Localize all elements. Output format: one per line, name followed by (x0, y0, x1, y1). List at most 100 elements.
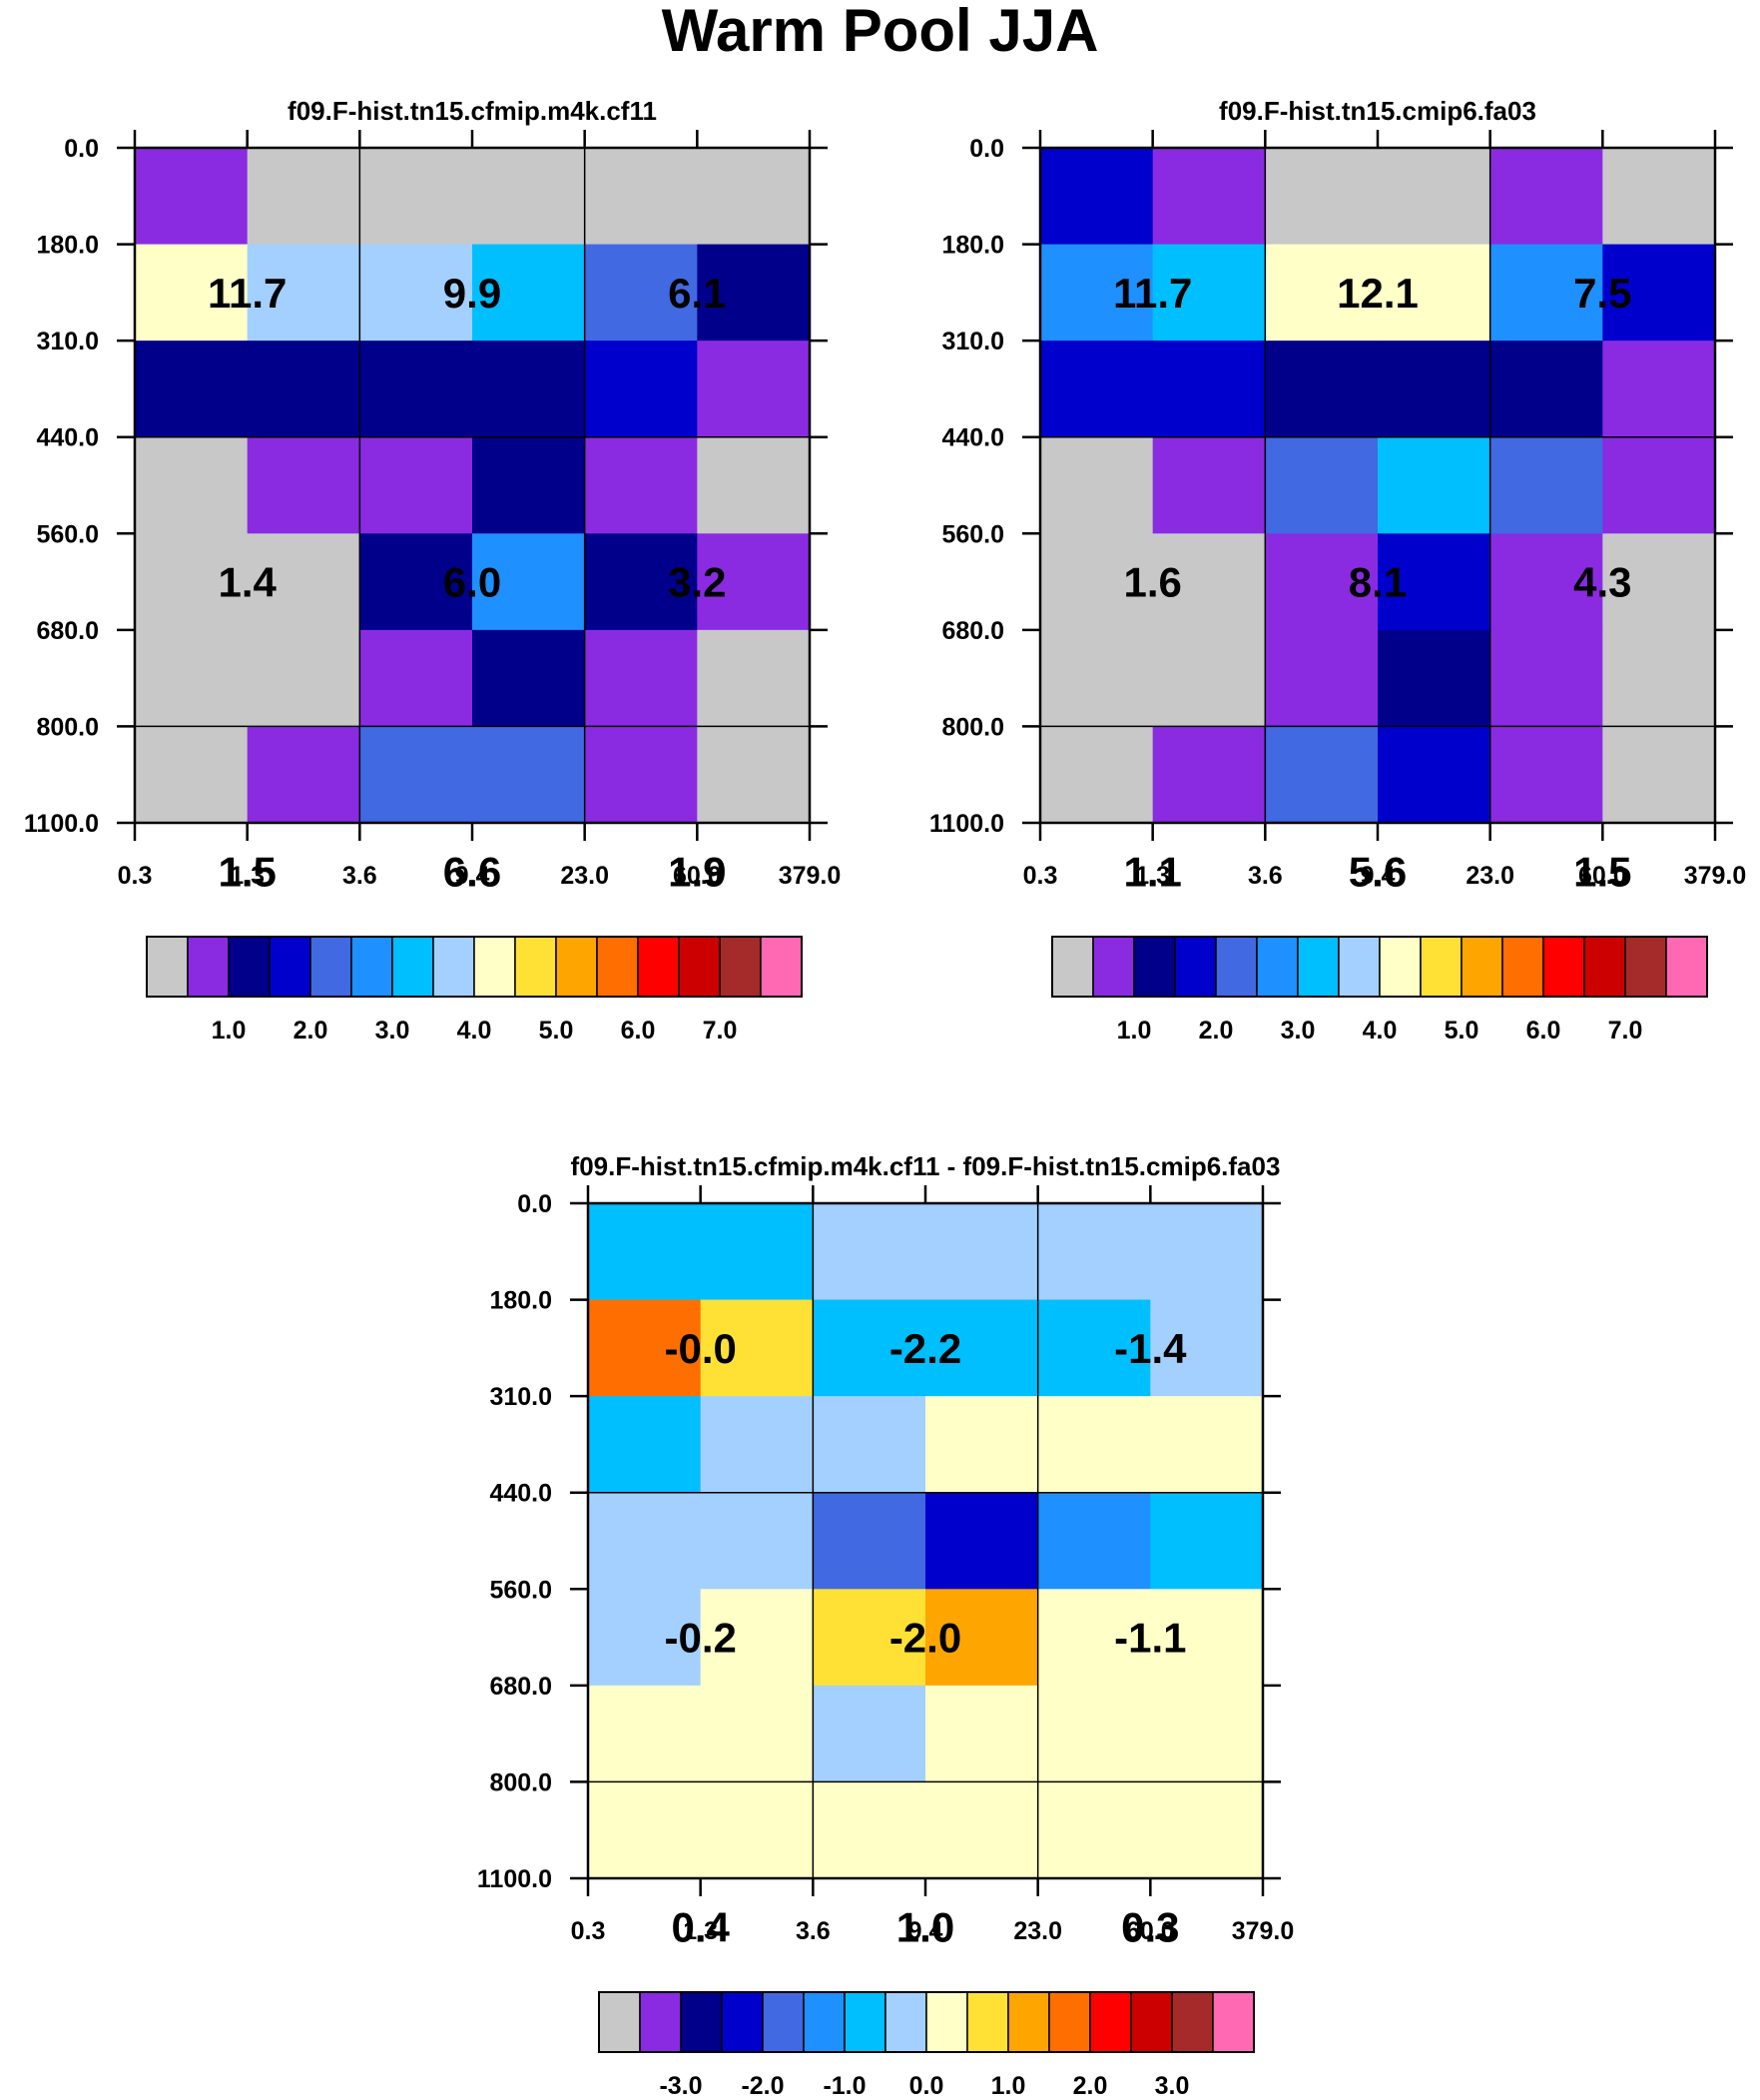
x-tick-label: 9.4 (455, 862, 490, 890)
heatmap-cell (588, 1203, 702, 1301)
heatmap-cell (700, 1589, 814, 1687)
heatmap-cell (135, 244, 249, 342)
heatmap-cell (1265, 244, 1379, 342)
heatmap-cell (1489, 629, 1603, 728)
heatmap-cell (135, 629, 249, 728)
data-label: 1.9 (668, 848, 726, 895)
heatmap-cell (925, 1203, 1039, 1301)
colorbar-box (187, 936, 230, 998)
heatmap-cell (697, 533, 811, 631)
colorbar-box (719, 936, 762, 998)
heatmap-cell (1378, 629, 1491, 728)
colorbar-frame (146, 936, 803, 998)
heatmap-cell (1037, 1492, 1151, 1590)
heatmap-cell (588, 1781, 702, 1879)
colorbar-box (1420, 936, 1463, 998)
colorbar-box (1297, 936, 1340, 998)
heatmap-cell (700, 1396, 814, 1494)
colorbar-box (1048, 1991, 1091, 2053)
heatmap-cell (588, 1299, 702, 1397)
colorbar-box (391, 936, 434, 998)
y-tick-label: 180.0 (489, 1287, 552, 1315)
colorbar-box (925, 1991, 968, 2053)
colorbar-box (760, 936, 803, 998)
colorbar-frame (1051, 936, 1708, 998)
heatmap-cell (247, 148, 360, 246)
colorbar-box (721, 1991, 764, 2053)
heatmap-cell (359, 726, 473, 824)
colorbar-label: 7.0 (703, 1017, 738, 1045)
heatmap-cell (1150, 1203, 1264, 1301)
colorbar-box (432, 936, 475, 998)
heatmap-cell (697, 341, 811, 438)
colorbar-box (1338, 936, 1381, 998)
x-tick-label: 0.3 (571, 1917, 606, 1945)
data-label: 8.1 (1349, 559, 1407, 606)
x-tick-label: 0.3 (1023, 862, 1058, 890)
data-label: 1.4 (218, 559, 277, 606)
x-tick-label: 60.0 (1578, 862, 1627, 890)
heatmap-cell (1602, 629, 1716, 728)
x-tick-label: 379.0 (1232, 1917, 1295, 1945)
heatmap-cell (1040, 148, 1154, 246)
y-tick-label: 1100.0 (477, 1865, 552, 1893)
heatmap-cell (584, 629, 698, 728)
heatmap-cell (925, 1492, 1039, 1590)
data-label: 9.9 (443, 270, 501, 317)
heatmap-cell (247, 341, 360, 438)
data-label: 3.2 (668, 559, 726, 606)
colorbar-box (228, 936, 271, 998)
colorbar-frame (598, 1991, 1255, 2053)
x-tick-label: 23.0 (1013, 1917, 1062, 1945)
colorbar-box (680, 1991, 723, 2053)
heatmap-cell (1037, 1685, 1151, 1783)
y-tick-label: 680.0 (36, 617, 99, 645)
colorbar-box (884, 1991, 927, 2053)
colorbar-box (1256, 936, 1299, 998)
heatmap-cell (1040, 726, 1154, 824)
heatmap-cell (1378, 244, 1491, 342)
heatmap-cell (359, 244, 473, 342)
heatmap-cell (1489, 726, 1603, 824)
y-tick-label: 800.0 (36, 713, 99, 741)
colorbar-label: -2.0 (741, 2072, 784, 2100)
y-tick-label: 310.0 (36, 328, 99, 355)
colorbar-box (1461, 936, 1503, 998)
heatmap-cell (1602, 436, 1716, 534)
x-tick-label: 3.6 (796, 1917, 831, 1945)
x-tick-label: 0.3 (118, 862, 153, 890)
heatmap-cell (472, 726, 586, 824)
heatmap-cell (247, 244, 360, 342)
colorbar-box (514, 936, 557, 998)
heatmap-cell (584, 244, 698, 342)
heatmap-cell (925, 1781, 1039, 1879)
heatmap-cell (135, 148, 249, 246)
colorbar-label: 5.0 (1445, 1017, 1479, 1045)
colorbar-box (1007, 1991, 1050, 2053)
heatmap-cell (1602, 341, 1716, 438)
colorbar-box (1130, 1991, 1173, 2053)
colorbar-box (598, 1991, 641, 2053)
heatmap-cell (247, 533, 360, 631)
y-tick-label: 0.0 (517, 1190, 552, 1218)
colorbar-label: -1.0 (823, 2072, 866, 2100)
heatmap-cell (588, 1492, 702, 1590)
data-label: 4.3 (1573, 559, 1631, 606)
colorbar-label: 2.0 (1073, 2072, 1108, 2100)
heatmap-cell (1150, 1492, 1264, 1590)
heatmap-cell (700, 1299, 814, 1397)
data-label: -2.2 (889, 1325, 961, 1372)
data-label: 6.1 (668, 270, 726, 317)
colorbar-label: 2.0 (293, 1017, 328, 1045)
x-tick-label: 3.6 (342, 862, 377, 890)
y-tick-label: 800.0 (489, 1768, 552, 1796)
colorbar-box (1501, 936, 1544, 998)
colorbar-label: 1.0 (212, 1017, 247, 1045)
colorbar-box (639, 1991, 682, 2053)
heatmap-cell (1152, 629, 1266, 728)
x-tick-label: 60.0 (1126, 1917, 1175, 1945)
heatmap-panel: 0.0 180.0 310.0 440.0 560.0 680.0 800.0 1100.0 0… (929, 96, 1746, 1045)
heatmap-cell (1040, 629, 1154, 728)
colorbar-box (1665, 936, 1708, 998)
heatmap-cell (1150, 1685, 1264, 1783)
